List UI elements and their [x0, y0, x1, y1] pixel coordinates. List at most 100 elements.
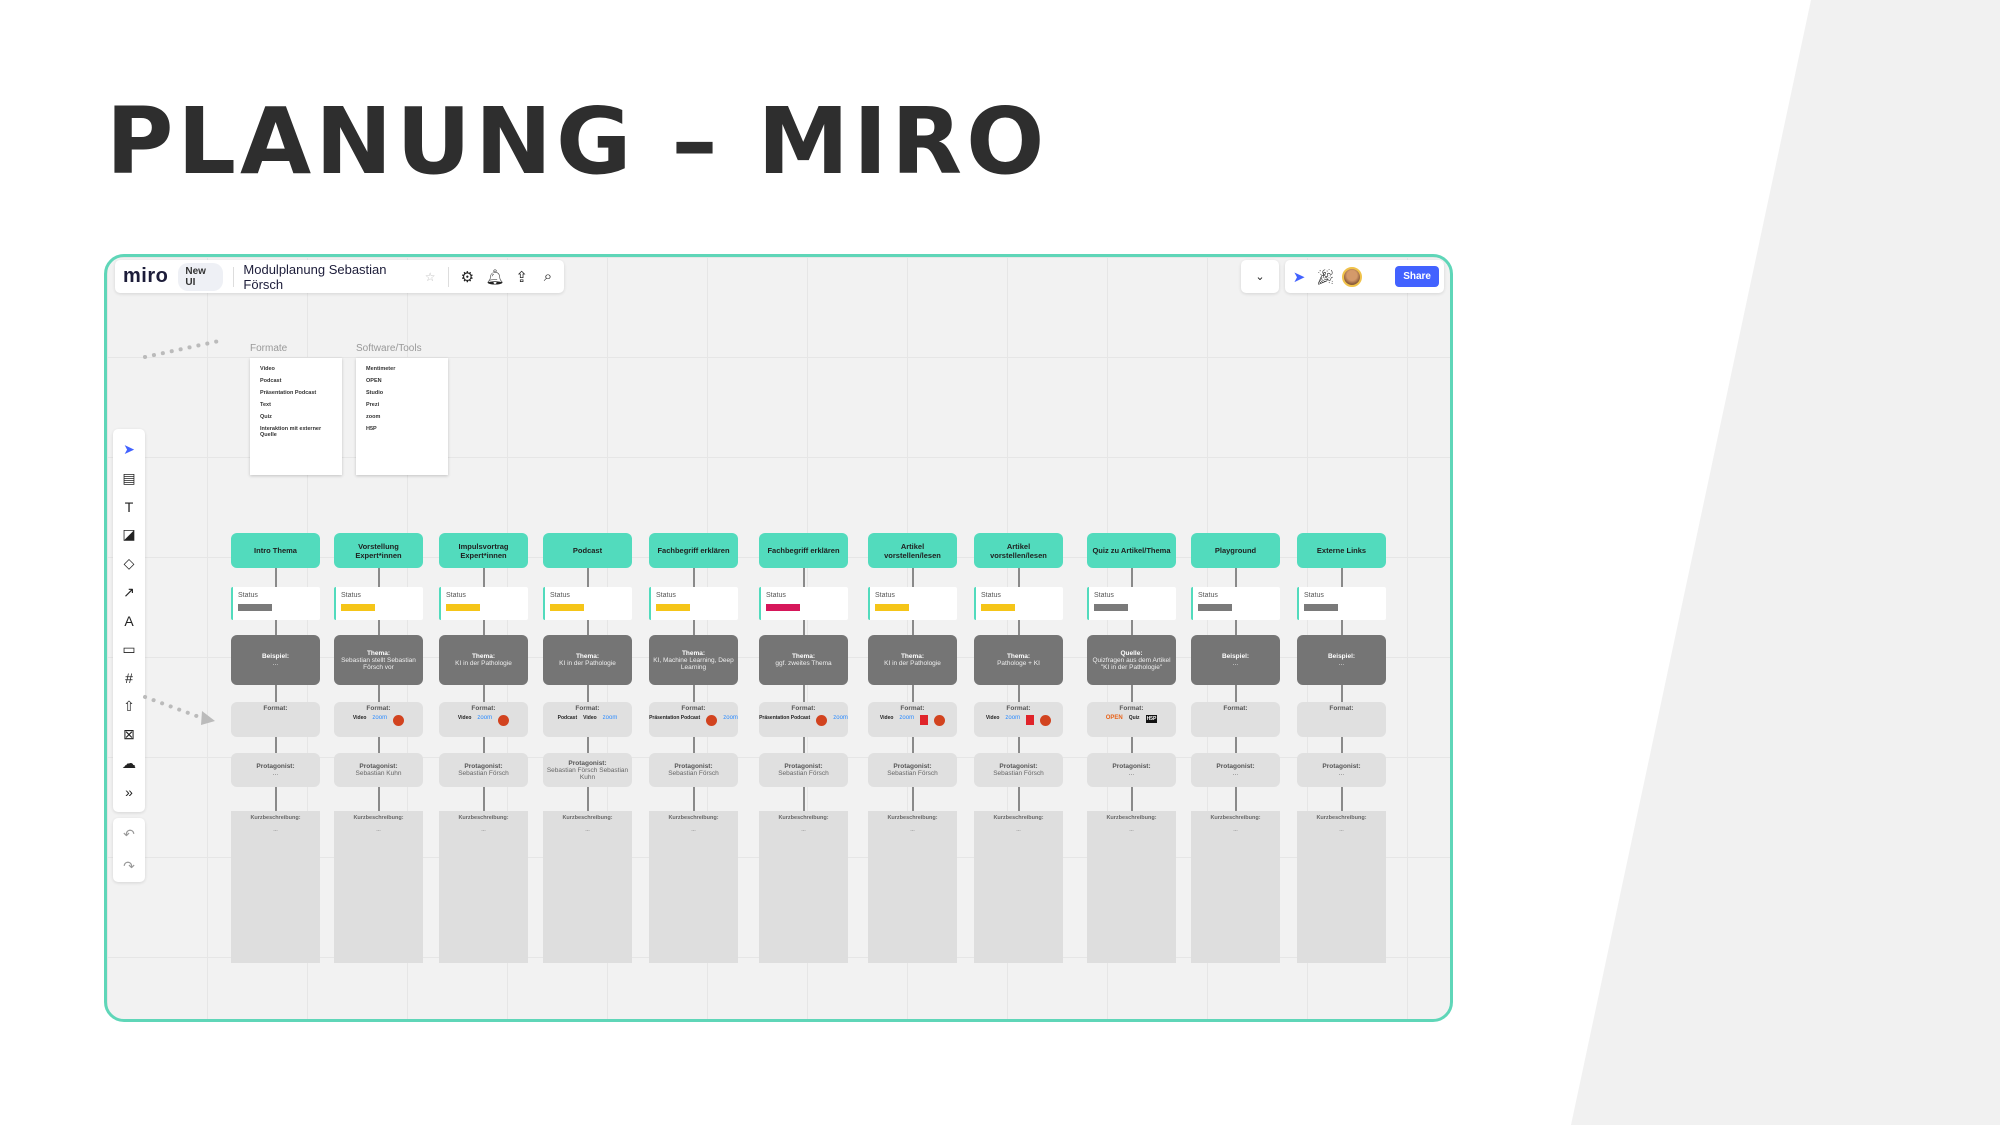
column-header[interactable]: Playground [1191, 533, 1280, 568]
upload-icon[interactable]: ⇧ [123, 697, 135, 714]
column-header[interactable]: Fachbegriff erklären [759, 533, 848, 568]
apps-icon[interactable]: ⊠ [123, 726, 135, 743]
kurzbeschreibung-card[interactable]: Kurzbeschreibung:... [231, 811, 320, 963]
kurzbeschreibung-card[interactable]: Kurzbeschreibung:... [1297, 811, 1386, 963]
miro-logo[interactable]: miro [123, 265, 169, 287]
text-icon[interactable]: T [124, 498, 134, 515]
status-card[interactable]: Status [1191, 587, 1280, 620]
sticky-note-icon[interactable]: ◪ [122, 526, 136, 543]
format-card[interactable]: Format: Video zoom [974, 702, 1063, 737]
status-card[interactable]: Status [649, 587, 738, 620]
thema-card[interactable]: Quelle: Quizfragen aus dem Artikel "KI in… [1087, 635, 1176, 685]
celebrate-icon[interactable]: 🎉︎ [1316, 268, 1336, 286]
thema-card[interactable]: Beispiel:... [1191, 635, 1280, 685]
format-card[interactable]: Format: Podcast Video zoom [543, 702, 632, 737]
status-bar[interactable] [656, 604, 690, 611]
format-card[interactable]: Format: Video zoom [334, 702, 423, 737]
upload-icon[interactable]: ⇪ [515, 268, 528, 286]
new-ui-badge[interactable]: New UI [178, 262, 223, 291]
line-icon[interactable]: ↗ [123, 584, 135, 601]
protagonist-card[interactable]: Protagonist: Sebastian Försch [649, 753, 738, 787]
redo-icon[interactable]: ↷ [123, 857, 135, 874]
format-card[interactable]: Format: OPEN Quiz H5P [1087, 702, 1176, 737]
column-header[interactable]: Intro Thema [231, 533, 320, 568]
status-card[interactable]: Status [1297, 587, 1386, 620]
column-header[interactable]: Artikel vorstellen/lesen [974, 533, 1063, 568]
status-card[interactable]: Status [1087, 587, 1176, 620]
thema-card[interactable]: Thema: Sebastian stellt Sebastian Försch … [334, 635, 423, 685]
undo-icon[interactable]: ↶ [123, 825, 135, 842]
select-icon[interactable]: ➤ [123, 440, 135, 457]
format-card[interactable]: Format: Video zoom [439, 702, 528, 737]
format-card[interactable]: Format: [1191, 702, 1280, 737]
thema-card[interactable]: Thema: Pathologe + KI [974, 635, 1063, 685]
integrations-icon[interactable]: ☁ [122, 755, 136, 772]
more-tools-icon[interactable]: » [125, 784, 133, 801]
protagonist-card[interactable]: Protagonist:... [1297, 753, 1386, 787]
protagonist-card[interactable]: Protagonist:... [231, 753, 320, 787]
gear-icon[interactable]: ⚙ [460, 268, 475, 286]
status-card[interactable]: Status [759, 587, 848, 620]
thema-card[interactable]: Beispiel:... [1297, 635, 1386, 685]
status-bar[interactable] [981, 604, 1015, 611]
shapes-icon[interactable]: ◇ [123, 555, 135, 572]
status-card[interactable]: Status [974, 587, 1063, 620]
column-header[interactable]: Impulsvortrag Expert*innen [439, 533, 528, 568]
thema-card[interactable]: Thema: KI in der Pathologie [439, 635, 528, 685]
software-card[interactable]: Mentimeter OPEN Studio Prezi zoom H5P [356, 358, 448, 475]
kurzbeschreibung-card[interactable]: Kurzbeschreibung:... [543, 811, 632, 963]
protagonist-card[interactable]: Protagonist: Sebastian Försch [439, 753, 528, 787]
column-header[interactable]: Fachbegriff erklären [649, 533, 738, 568]
templates-icon[interactable]: ▤ [122, 469, 136, 486]
status-card[interactable]: Status [543, 587, 632, 620]
format-card[interactable]: Format: Präsentation Podcast zoom [759, 702, 848, 737]
status-bar[interactable] [238, 604, 272, 611]
status-bar[interactable] [446, 604, 480, 611]
pen-icon[interactable]: A [124, 612, 134, 629]
thema-card[interactable]: Thema: KI in der Pathologie [868, 635, 957, 685]
bell-icon[interactable]: 🔔︎ [485, 268, 505, 286]
search-icon[interactable]: ⌕ [543, 268, 553, 285]
frame-icon[interactable]: # [125, 669, 133, 686]
star-icon[interactable]: ☆ [424, 269, 436, 284]
status-bar[interactable] [766, 604, 800, 611]
collapse-button[interactable]: ⌄ [1241, 260, 1279, 293]
thema-card[interactable]: Thema: ggf. zweites Thema [759, 635, 848, 685]
protagonist-card[interactable]: Protagonist:... [1191, 753, 1280, 787]
avatar[interactable] [1342, 266, 1362, 287]
column-header[interactable]: Artikel vorstellen/lesen [868, 533, 957, 568]
kurzbeschreibung-card[interactable]: Kurzbeschreibung:... [1191, 811, 1280, 963]
status-bar[interactable] [1094, 604, 1128, 611]
kurzbeschreibung-card[interactable]: Kurzbeschreibung:... [974, 811, 1063, 963]
status-bar[interactable] [550, 604, 584, 611]
column-header[interactable]: Quiz zu Artikel/Thema [1087, 533, 1176, 568]
column-header[interactable]: Podcast [543, 533, 632, 568]
status-card[interactable]: Status [231, 587, 320, 620]
format-card[interactable]: Format: Video zoom [868, 702, 957, 737]
format-card[interactable]: Format: [231, 702, 320, 737]
format-card[interactable]: Format: Präsentation Podcast zoom [649, 702, 738, 737]
status-bar[interactable] [341, 604, 375, 611]
column-header[interactable]: Externe Links [1297, 533, 1386, 568]
kurzbeschreibung-card[interactable]: Kurzbeschreibung:... [649, 811, 738, 963]
kurzbeschreibung-card[interactable]: Kurzbeschreibung:... [868, 811, 957, 963]
protagonist-card[interactable]: Protagonist: Sebastian Försch [974, 753, 1063, 787]
status-card[interactable]: Status [439, 587, 528, 620]
status-bar[interactable] [875, 604, 909, 611]
kurzbeschreibung-card[interactable]: Kurzbeschreibung:... [1087, 811, 1176, 963]
format-card[interactable]: Format: [1297, 702, 1386, 737]
formate-card[interactable]: Video Podcast Präsentation Podcast Text Quiz… [250, 358, 342, 475]
protagonist-card[interactable]: Protagonist: Sebastian Försch Sebastian K… [543, 753, 632, 787]
status-card[interactable]: Status [868, 587, 957, 620]
protagonist-card[interactable]: Protagonist:... [1087, 753, 1176, 787]
protagonist-card[interactable]: Protagonist: Sebastian Försch [868, 753, 957, 787]
kurzbeschreibung-card[interactable]: Kurzbeschreibung:... [759, 811, 848, 963]
protagonist-card[interactable]: Protagonist: Sebastian Försch [759, 753, 848, 787]
thema-card[interactable]: Beispiel:... [231, 635, 320, 685]
status-card[interactable]: Status [334, 587, 423, 620]
comment-icon[interactable]: ▭ [122, 640, 136, 657]
status-bar[interactable] [1198, 604, 1232, 611]
status-bar[interactable] [1304, 604, 1338, 611]
kurzbeschreibung-card[interactable]: Kurzbeschreibung:... [334, 811, 423, 963]
thema-card[interactable]: Thema: KI, Machine Learning, Deep Learnin… [649, 635, 738, 685]
